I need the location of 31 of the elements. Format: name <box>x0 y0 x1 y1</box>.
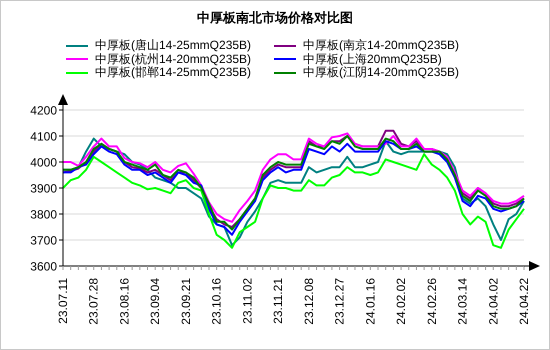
y-tick-label: 3700 <box>30 233 58 248</box>
y-tick-label: 3900 <box>30 181 58 196</box>
legend-label: 中厚板(杭州14-20mmQ235B) <box>95 52 252 66</box>
legend-label: 中厚板(江阴14-20mmQ235B) <box>303 65 460 82</box>
y-tick-label: 3800 <box>30 207 58 222</box>
x-tick-label: 24.02.26 <box>424 278 439 325</box>
chart-title: 中厚板南北市场价格对比图 <box>196 9 354 27</box>
x-tick-label: 24.02.02 <box>394 278 408 325</box>
x-tick-label: 24.04.02 <box>486 278 500 325</box>
y-tick-label: 4200 <box>30 103 58 118</box>
x-tick-label: 23.08.16 <box>117 278 132 325</box>
y-tick-label: 4000 <box>30 155 58 170</box>
x-tick-label: 23.07.11 <box>56 278 70 324</box>
legend-label: 中厚板(南京14-20mmQ235B) <box>303 37 460 53</box>
y-tick-label: 3600 <box>30 259 58 274</box>
x-tick-label: 23.09.21 <box>178 278 193 325</box>
x-tick-label: 23.11.21 <box>271 278 286 324</box>
x-tick-label: 24.04.22 <box>517 278 531 325</box>
legend-label: 中厚板(邯郸14-25mmQ235B) <box>95 65 252 82</box>
x-tick-label: 23.10.16 <box>210 278 224 325</box>
x-tick-label: 24.01.16 <box>363 278 378 325</box>
x-tick-label: 23.11.02 <box>240 278 254 324</box>
x-tick-label: 24.03.14 <box>456 278 470 325</box>
x-tick-label: 23.12.08 <box>302 278 316 325</box>
x-tick-label: 23.07.28 <box>86 278 101 325</box>
legend-label: 中厚板(上海20mmQ235B) <box>303 52 442 66</box>
y-tick-label: 4100 <box>30 129 58 144</box>
x-tick-label: 23.09.04 <box>148 278 162 325</box>
legend-label: 中厚板(唐山14-25mmQ235B) <box>95 37 252 53</box>
line-series <box>62 153 525 249</box>
x-tick-label: 23.12.27 <box>332 278 347 325</box>
